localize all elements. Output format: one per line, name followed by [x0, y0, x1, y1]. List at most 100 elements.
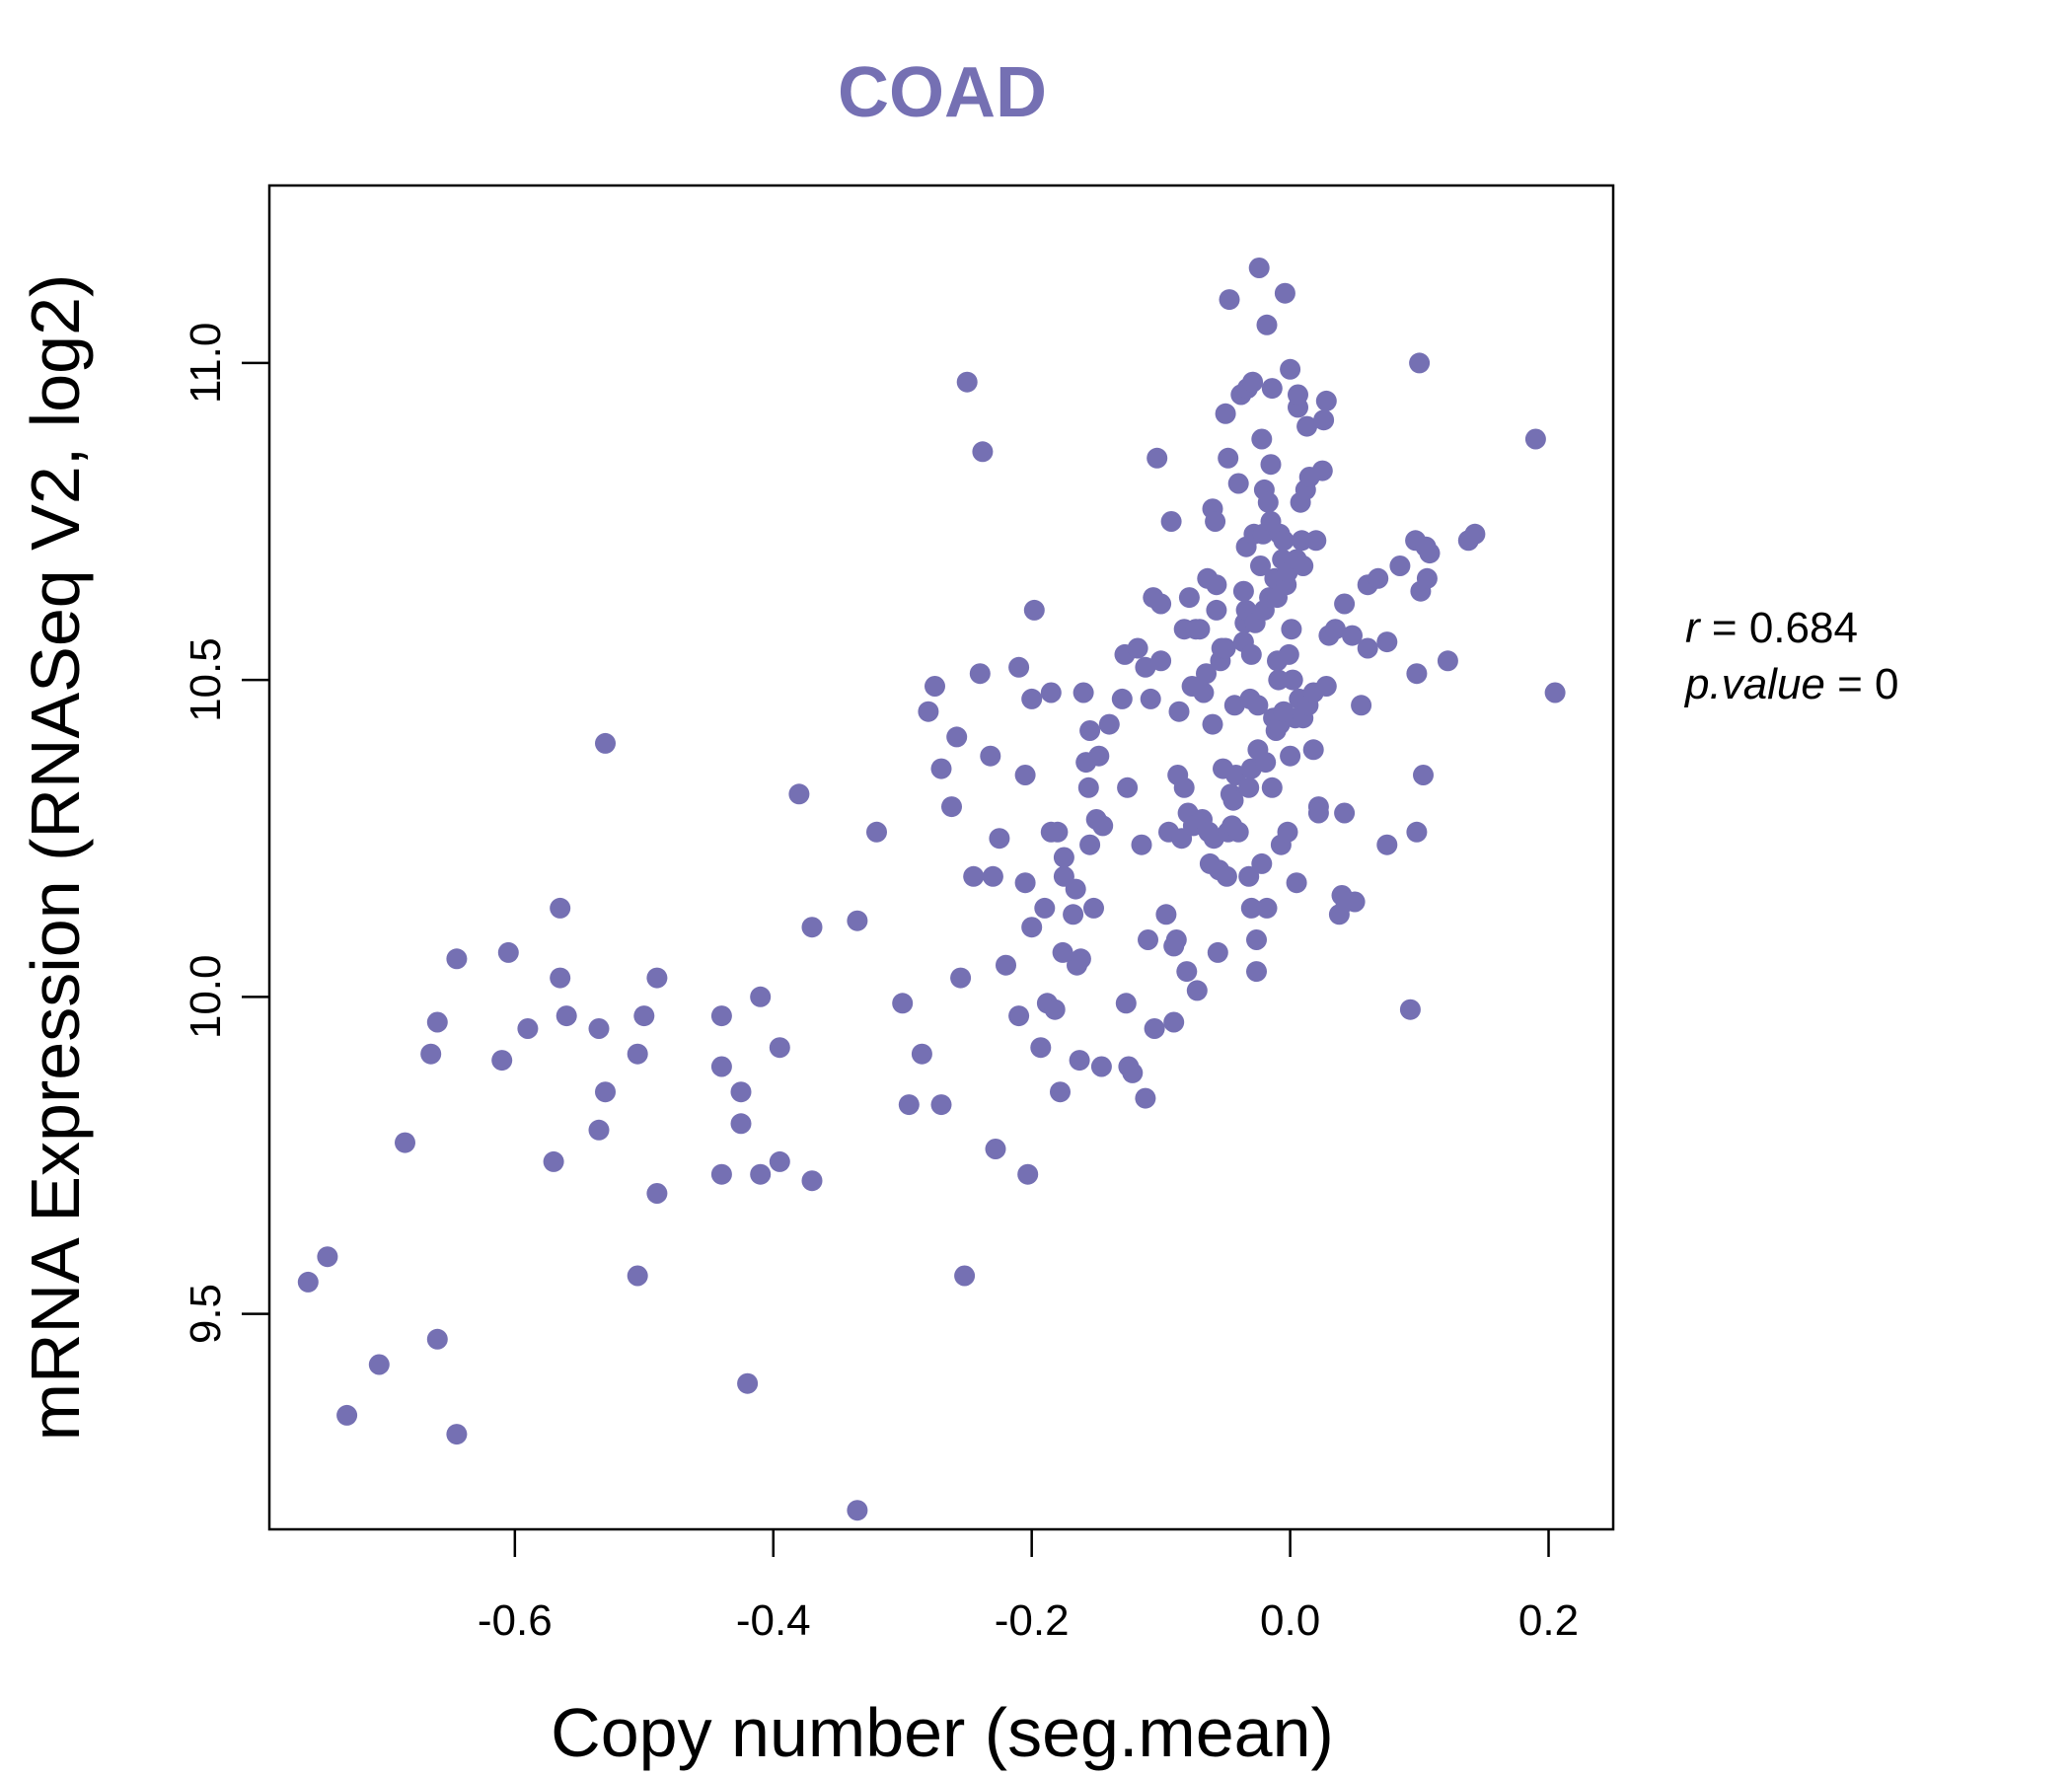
data-point [1406, 663, 1428, 685]
data-point [1437, 650, 1458, 672]
data-point [1079, 834, 1101, 855]
data-point [1313, 409, 1335, 431]
data-point [517, 1018, 539, 1039]
data-point [710, 1005, 732, 1027]
plot-area [267, 184, 1615, 1531]
data-point [1053, 847, 1074, 868]
data-point [750, 986, 772, 1007]
data-point [1240, 897, 1262, 919]
data-point [1127, 637, 1148, 659]
data-point [1227, 821, 1249, 843]
data-point [1090, 1056, 1112, 1077]
data-point [595, 1081, 616, 1103]
data-point [1399, 999, 1421, 1020]
data-point [1376, 631, 1398, 653]
data-point [1277, 821, 1298, 843]
r-symbol: r [1685, 604, 1702, 652]
x-tick-label: -0.2 [995, 1596, 1070, 1645]
p-statistic: p.value = 0 [1683, 660, 1899, 708]
data-point [1092, 815, 1114, 837]
data-point [963, 865, 985, 887]
x-tick-label: -0.6 [478, 1596, 553, 1645]
data-point [1413, 765, 1434, 785]
data-point [497, 941, 519, 963]
data-point [847, 1500, 868, 1521]
data-point [1225, 765, 1247, 785]
data-point [1222, 789, 1244, 811]
correlation-annotation: r = 0.684 p.value = 0 [1683, 604, 1899, 708]
data-point [950, 967, 972, 989]
data-point [1147, 447, 1168, 469]
data-point [1021, 917, 1043, 938]
data-point [1240, 643, 1262, 665]
data-point [1419, 543, 1441, 564]
data-point [1351, 695, 1372, 716]
x-axis-title: Copy number (seg.mean) [551, 1694, 1334, 1771]
p-symbol: p.value [1683, 660, 1825, 708]
data-point [1232, 580, 1254, 602]
data-point [1315, 390, 1337, 411]
data-point [1017, 1163, 1039, 1185]
p-value: 0 [1875, 660, 1898, 708]
data-point [1168, 701, 1190, 722]
data-point [1274, 282, 1295, 304]
data-point [1256, 314, 1278, 335]
r-value: 0.684 [1749, 604, 1858, 652]
data-point [972, 441, 994, 463]
data-point [1040, 682, 1062, 703]
data-point [1144, 1018, 1165, 1039]
data-point [1122, 1062, 1144, 1083]
y-tick-label: 9.5 [182, 1284, 230, 1344]
data-point [1288, 384, 1308, 406]
data-point [595, 732, 616, 754]
data-point [588, 1119, 610, 1141]
data-point [1098, 713, 1120, 735]
data-point [1023, 599, 1045, 621]
data-point [1218, 447, 1239, 469]
data-point [737, 1372, 759, 1394]
data-point [1063, 904, 1084, 925]
data-point [1083, 897, 1104, 919]
data-point [1464, 523, 1486, 545]
data-point [1173, 777, 1195, 798]
y-tick-label: 10.0 [182, 955, 230, 1040]
y-tick-label: 10.5 [182, 637, 230, 722]
data-point [1368, 567, 1389, 589]
data-point [1008, 656, 1030, 678]
r-statistic: r = 0.684 [1685, 604, 1858, 652]
data-point [336, 1404, 358, 1426]
data-point [710, 1163, 732, 1185]
data-point [1307, 802, 1329, 824]
data-point [930, 758, 952, 779]
data-point [1223, 695, 1245, 716]
data-point [1296, 415, 1318, 437]
data-point [1406, 821, 1428, 843]
data-point [1206, 599, 1227, 621]
data-point [1260, 454, 1282, 476]
data-point [1155, 904, 1177, 925]
data-point [317, 1246, 338, 1268]
data-point [1416, 567, 1438, 589]
data-point [1280, 358, 1301, 380]
data-point [555, 1005, 577, 1027]
data-point [1140, 688, 1161, 709]
chart-title: COAD [838, 53, 1047, 132]
data-point [1196, 663, 1217, 685]
data-point [1073, 682, 1094, 703]
data-point [1111, 688, 1133, 709]
data-point [954, 1265, 976, 1287]
data-point [1205, 511, 1226, 532]
data-point [1077, 777, 1099, 798]
data-point [1376, 834, 1398, 855]
y-axis: 9.5 10.0 10.5 11.0 [182, 323, 269, 1344]
data-point [1302, 739, 1324, 761]
data-point [1178, 587, 1200, 609]
p-equals: = [1825, 660, 1875, 708]
data-point [769, 1037, 790, 1059]
data-point [1334, 802, 1356, 824]
data-point [1165, 929, 1187, 950]
data-point [1150, 593, 1172, 615]
data-point [1242, 371, 1264, 393]
data-point [911, 1043, 932, 1065]
data-point [1206, 574, 1227, 596]
